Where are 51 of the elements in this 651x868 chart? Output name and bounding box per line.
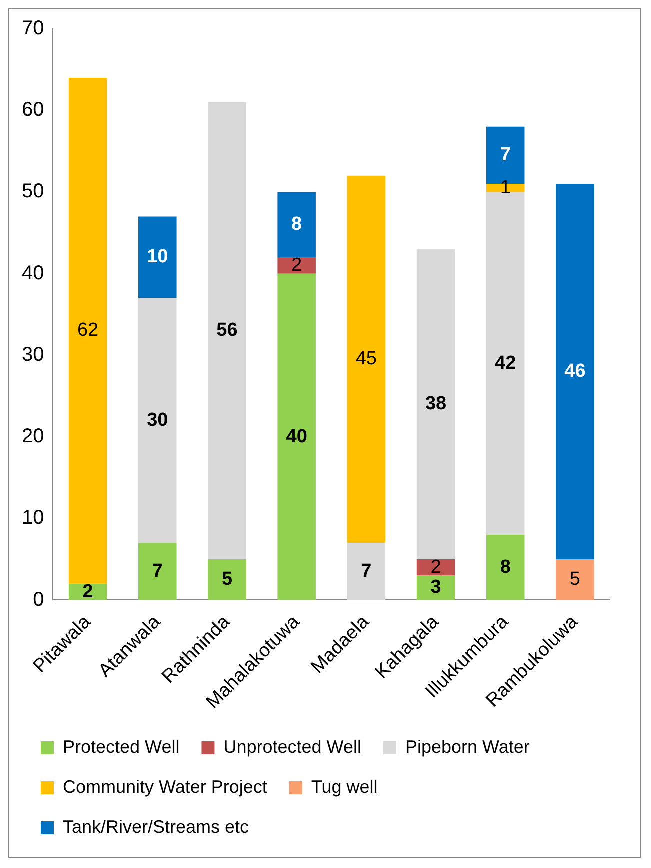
bar (138, 216, 177, 298)
data-label: 2 (430, 556, 442, 578)
legend-label: Protected Well (63, 736, 180, 757)
data-label: 40 (286, 426, 308, 448)
y-tick-label: 40 (22, 262, 44, 284)
y-tick-label: 0 (33, 588, 44, 611)
legend-label: Community Water Project (63, 776, 268, 797)
data-label: 7 (361, 560, 372, 582)
bar (278, 274, 316, 600)
data-label: 30 (147, 410, 168, 431)
data-label: 2 (292, 254, 302, 276)
legend-label: Tank/River/Streams etc (63, 816, 250, 837)
y-tick-label: 20 (22, 426, 44, 448)
legend-label: Tug well (311, 776, 378, 797)
data-label: 8 (292, 214, 302, 236)
bar (416, 249, 456, 560)
bar (416, 559, 456, 576)
data-label: 42 (495, 352, 516, 374)
data-label: 7 (500, 144, 511, 166)
data-label: 56 (216, 320, 238, 342)
data-label: 5 (570, 569, 580, 590)
bar (556, 184, 594, 560)
data-label: 5 (222, 569, 233, 590)
bar (138, 298, 177, 544)
bar (486, 192, 525, 535)
bar (208, 559, 246, 600)
data-label: 62 (77, 320, 99, 342)
data-label: 3 (430, 577, 442, 598)
data-label: 8 (500, 556, 511, 578)
bar (278, 192, 316, 258)
y-tick-label: 10 (22, 507, 44, 530)
y-tick-label: 50 (22, 180, 44, 203)
bar (347, 543, 386, 600)
bar (68, 78, 108, 584)
data-label: 45 (356, 348, 377, 370)
data-label: 10 (147, 246, 168, 268)
y-tick-label: 70 (22, 18, 44, 40)
y-tick-label: 30 (22, 344, 44, 366)
bar (556, 559, 594, 600)
data-label: 38 (425, 394, 447, 415)
bar (278, 258, 316, 274)
data-label: 46 (564, 360, 586, 382)
legend-label: Unprotected Well (224, 736, 362, 757)
bar (138, 543, 177, 600)
bar (347, 176, 386, 544)
data-label: 7 (152, 560, 163, 582)
legend-label: Pipeborn Water (405, 736, 530, 757)
bar (208, 102, 246, 560)
data-label: 2 (82, 581, 94, 602)
bar (486, 534, 525, 600)
y-tick-label: 60 (22, 99, 44, 122)
